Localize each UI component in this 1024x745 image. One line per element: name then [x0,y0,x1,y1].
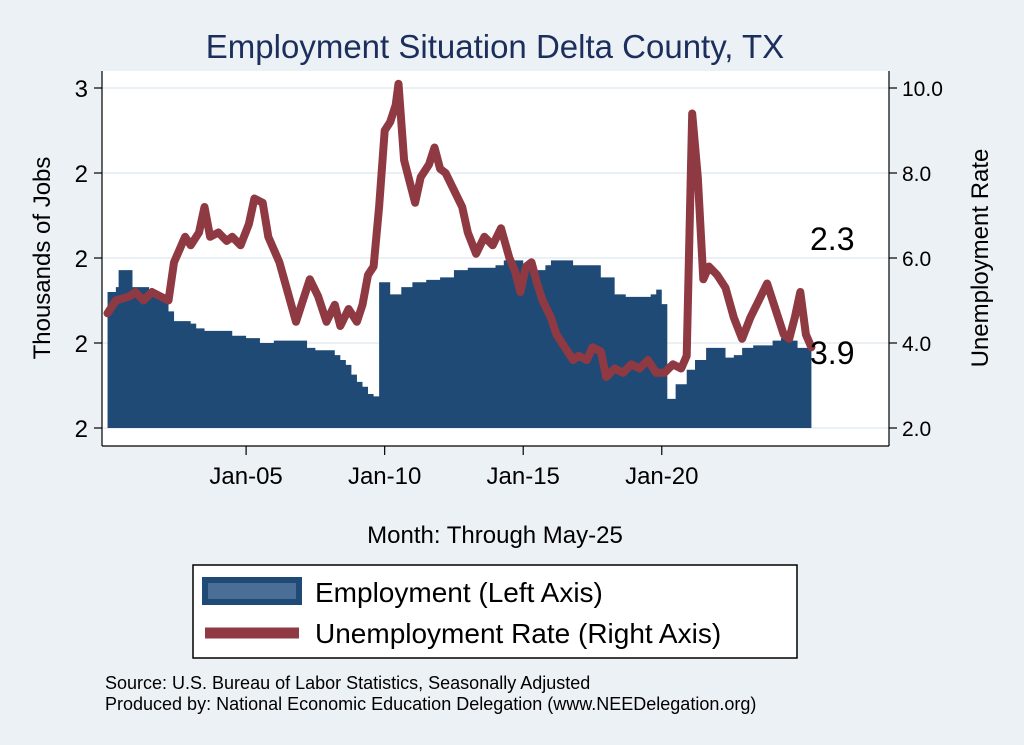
left-tick-label-2: 2 [75,246,88,273]
left-tick-label-1: 2 [75,331,88,358]
right-tick-label-4: 10.0 [902,78,943,101]
unemployment-rate-line [103,79,816,381]
legend: Employment (Left Axis) Unemployment Rate… [192,564,798,659]
employment-area [107,260,812,428]
unemployment-end-label: 3.9 [810,335,854,371]
left-tick-label-3: 2 [75,161,88,188]
x-tick-label-3: Jan-20 [625,463,698,490]
right-tick-label-2: 6.0 [902,248,931,271]
employment-bars [107,260,812,428]
x-tick-label-2: Jan-15 [487,463,560,490]
left-tick-label-0: 2 [75,416,88,443]
right-tick-label-3: 8.0 [902,163,931,186]
left-tick-label-4: 3 [75,76,88,103]
left-axis-label: Thousands of Jobs [29,157,56,360]
axes: 2 2 2 2 3 2.0 4.0 6.0 8.0 10.0 Jan-05 Jan-10 Jan-15 J… [75,71,943,490]
x-axis-label: Month: Through May-25 [367,522,623,549]
x-tick-label-0: Jan-05 [209,463,282,490]
right-tick-label-1: 4.0 [902,333,931,356]
unemployment-line [103,79,816,381]
legend-employment-label: Employment (Left Axis) [315,577,603,608]
right-tick-label-0: 2.0 [902,418,931,441]
employment-end-label: 2.3 [810,221,854,257]
legend-employment-swatch [202,577,302,605]
legend-unemployment-label: Unemployment Rate (Right Axis) [315,618,721,649]
chart-title: Employment Situation Delta County, TX [206,28,784,65]
x-tick-label-1: Jan-10 [348,463,421,490]
source-text: Source: U.S. Bureau of Labor Statistics,… [105,673,590,693]
right-axis-label: Unemployment Rate [967,149,994,368]
produced-by-text: Produced by: National Economic Education… [105,694,756,714]
